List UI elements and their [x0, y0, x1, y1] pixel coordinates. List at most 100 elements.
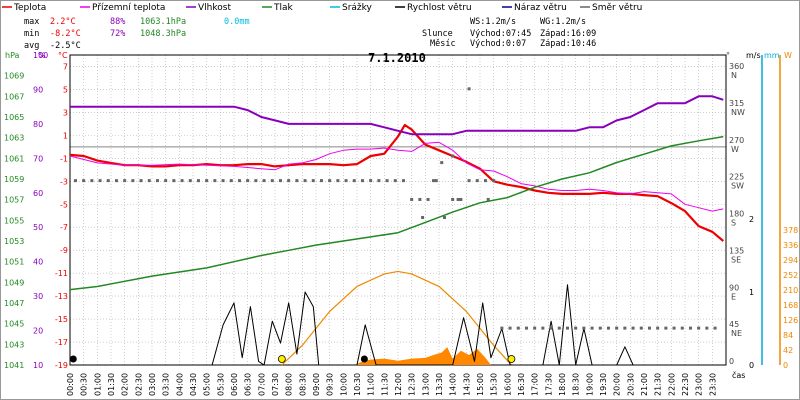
wind-direction-point	[483, 179, 487, 183]
wind-direction-point	[303, 179, 307, 183]
moon-set: Západ:10:46	[540, 39, 596, 49]
y-tick-degc: -3	[60, 177, 68, 186]
unit-pct: %	[38, 51, 46, 60]
wind-direction-point	[213, 179, 217, 183]
wind-direction-point	[631, 326, 635, 330]
y-tick-degc: -5	[60, 200, 68, 209]
wind-direction-point	[574, 326, 578, 330]
x-tick-label: 08:00	[285, 373, 294, 396]
wind-direction-point	[114, 179, 118, 183]
x-tick-label: 04:30	[189, 373, 198, 396]
wind-direction-point	[147, 179, 151, 183]
y-tick-w: 336	[783, 241, 798, 250]
unit-ms: m/s	[746, 51, 761, 60]
y-tick-hpa: 1059	[4, 175, 24, 184]
x-tick-label: 13:00	[421, 373, 430, 396]
y-tick-pct: 50	[33, 223, 43, 232]
x-tick-label: 09:00	[312, 373, 321, 396]
unit-degc: °C	[58, 51, 68, 60]
solar-curve	[281, 270, 512, 366]
y-tick-ms: 0	[749, 361, 754, 370]
x-tick-label: 12:30	[408, 373, 417, 396]
y-tick-degc: -1	[60, 154, 68, 163]
x-tick-label: 02:00	[121, 373, 130, 396]
wind-direction-point	[475, 179, 479, 183]
y-tick-degc: 5	[63, 85, 68, 94]
ground-temperature-line	[69, 141, 724, 212]
wind-direction-point	[401, 179, 405, 183]
moon-marker	[360, 355, 368, 363]
y-tick-pct: 20	[33, 327, 43, 336]
pressure-line	[69, 135, 724, 291]
wind-direction-point	[623, 326, 627, 330]
y-tick-pct: 70	[33, 154, 43, 163]
wind-direction-point	[73, 179, 77, 183]
x-tick-label: 00:00	[66, 373, 75, 396]
y-tick-hpa: 1043	[4, 340, 24, 349]
y-tick-pct: 90	[33, 85, 43, 94]
y-tick-w: 84	[783, 331, 793, 340]
stat-min-label: min	[24, 29, 39, 39]
wind-direction-point	[188, 179, 192, 183]
wind-direction-point	[278, 179, 282, 183]
sun-rise: Východ:07:45	[470, 29, 531, 39]
y-tick-deg: 360	[729, 62, 744, 71]
y-tick-dir: S	[731, 219, 736, 228]
legend: Teplota Přízemní teplota Vlhkost Tlak Srážky…	[2, 3, 642, 13]
y-tick-hpa: 1051	[4, 258, 24, 267]
wind-direction-point	[205, 179, 209, 183]
stat-max-hum: 88%	[110, 17, 125, 27]
wind-direction-point	[344, 179, 348, 183]
y-tick-dir: E	[731, 292, 736, 301]
y-tick-w: 378	[783, 226, 798, 235]
y-tick-w: 210	[783, 286, 798, 295]
y-tick-hpa: 1053	[4, 237, 24, 246]
y-tick-degc: 3	[63, 108, 68, 117]
unit-deg: °	[726, 51, 730, 60]
wind-direction-point	[155, 179, 159, 183]
y-tick-w: 252	[783, 271, 798, 280]
moon-marker	[69, 355, 77, 363]
stat-avg-label: avg	[24, 41, 39, 51]
wind-direction-point	[467, 179, 471, 183]
wind-direction-point	[410, 197, 414, 201]
moon-rise: Východ:0:07	[470, 39, 526, 49]
sun-marker	[277, 355, 286, 363]
x-tick-label: 02:30	[134, 373, 143, 396]
x-tick-label: 11:00	[367, 373, 376, 396]
wind-direction-point	[647, 326, 651, 330]
wind-direction-point	[434, 179, 438, 183]
y-tick-degc: -15	[55, 315, 68, 324]
legend-label: Tlak	[273, 3, 294, 13]
wind-direction-point	[295, 179, 299, 183]
wind-speed-line	[70, 284, 724, 366]
y-tick-w: 42	[783, 346, 793, 355]
y-tick-pct: 80	[33, 120, 43, 129]
wind-direction-point	[533, 326, 537, 330]
legend-label: Přízemní teplota	[92, 3, 165, 13]
stat-min-press: 1048.3hPa	[140, 29, 186, 39]
y-tick-pct: 100	[33, 51, 48, 60]
x-tick-label: 16:30	[517, 373, 526, 396]
wind-direction-point	[421, 216, 425, 219]
wind-direction-point	[598, 326, 602, 330]
y-tick-degc: -11	[55, 269, 68, 278]
legend-label: Směr větru	[592, 3, 642, 13]
wind-direction-point	[123, 179, 127, 183]
wind-direction-point	[164, 179, 168, 183]
plot-area	[69, 87, 725, 366]
x-tick-label: 19:00	[585, 373, 594, 396]
x-tick-label: 06:30	[244, 373, 253, 396]
wind-direction-point	[336, 179, 340, 183]
wind-direction-point	[467, 87, 471, 91]
y-tick-ms: 2	[749, 215, 754, 224]
wind-direction-point	[270, 179, 274, 183]
sun-moon-block: WS:1.2m/s WG:1.2m/s Slunce Východ:07:45 …	[422, 17, 596, 49]
x-tick-label: 00:30	[80, 373, 89, 396]
y-tick-pct: 10	[33, 361, 43, 370]
stat-max-temp: 2.2°C	[50, 17, 76, 27]
wind-direction-point	[418, 197, 422, 201]
x-tick-label: 03:30	[162, 373, 171, 396]
stat-avg-temp: -2.5°C	[50, 41, 81, 51]
